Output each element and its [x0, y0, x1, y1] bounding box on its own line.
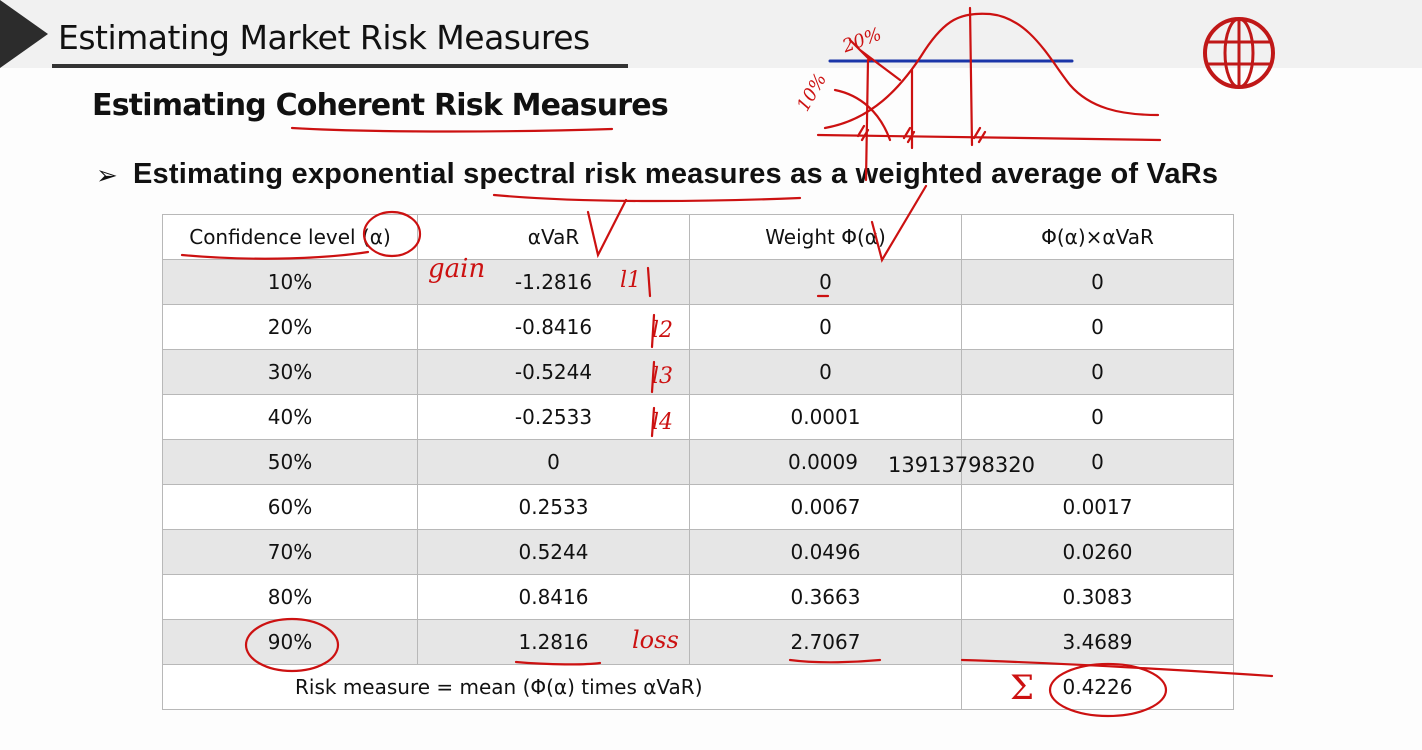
cell-product: 0 [961, 304, 1234, 350]
cell-weight: 0 [689, 304, 962, 350]
table-row: 20% -0.8416 0 0 [162, 304, 1234, 350]
cell-product: 0 [961, 349, 1234, 395]
table-row: 50% 0 0.0009 0 [162, 439, 1234, 485]
table-row: 30% -0.5244 0 0 [162, 349, 1234, 395]
annotation-l4: l4 [652, 410, 674, 435]
annotation-loss: loss [632, 626, 679, 654]
table-row: 40% -0.2533 0.0001 0 [162, 394, 1234, 440]
cell-product: 0.0017 [961, 484, 1234, 530]
bullet-arrow-icon: ➢ [96, 160, 118, 190]
cell-weight: 0.0067 [689, 484, 962, 530]
var-weights-table: Confidence level (α) αVaR Weight Φ(α) Φ(… [162, 214, 1234, 710]
header-product: Φ(α)×αVaR [961, 214, 1234, 260]
cell-product: 3.4689 [961, 619, 1234, 665]
table-row: 70% 0.5244 0.0496 0.0260 [162, 529, 1234, 575]
cell-confidence: 70% [162, 529, 418, 575]
header-weight: Weight Φ(α) [689, 214, 962, 260]
underline-coherent-risk [290, 126, 614, 133]
annotation-sketch-10: 10% [792, 69, 832, 116]
header-confidence-level: Confidence level (α) [162, 214, 418, 260]
cell-product: 0 [961, 439, 1234, 485]
cell-confidence: 90% [162, 619, 418, 665]
risk-measure-label: Risk measure = mean (Φ(α) times αVaR) [162, 664, 962, 710]
cell-confidence: 30% [162, 349, 418, 395]
cell-avar: 0.2533 [417, 484, 690, 530]
annotation-l2: l2 [652, 318, 674, 343]
annotation-l1: l1 [620, 268, 642, 293]
cell-confidence: 10% [162, 259, 418, 305]
cell-product: 0.0260 [961, 529, 1234, 575]
table-row: 90% 1.2816 2.7067 3.4689 [162, 619, 1234, 665]
table-row: 60% 0.2533 0.0067 0.0017 [162, 484, 1234, 530]
cell-avar: -0.8416 [417, 304, 690, 350]
bullet-text: Estimating exponential spectral risk mea… [133, 158, 1219, 190]
cell-weight: 0 [689, 349, 962, 395]
cell-avar: 0.5244 [417, 529, 690, 575]
cell-avar: -0.5244 [417, 349, 690, 395]
cell-avar: -0.2533 [417, 394, 690, 440]
cell-confidence: 20% [162, 304, 418, 350]
cell-confidence: 50% [162, 439, 418, 485]
cell-product: 0 [961, 259, 1234, 305]
cell-avar: 0.8416 [417, 574, 690, 620]
cell-avar: 1.2816 [417, 619, 690, 665]
table-row: 80% 0.8416 0.3663 0.3083 [162, 574, 1234, 620]
cell-product: 0 [961, 394, 1234, 440]
logo-seal [1203, 17, 1275, 89]
header-band [0, 0, 1422, 68]
cell-confidence: 80% [162, 574, 418, 620]
header-underline [52, 64, 628, 68]
cell-weight: 0.3663 [689, 574, 962, 620]
header-arrow-icon [0, 0, 48, 68]
cell-confidence: 60% [162, 484, 418, 530]
underline-spectral [492, 193, 802, 203]
table-footer-row: Risk measure = mean (Φ(α) times αVaR) 0.… [162, 664, 1234, 710]
annotation-gain: gain [428, 254, 486, 284]
header-avar: αVaR [417, 214, 690, 260]
cell-product: 0.3083 [961, 574, 1234, 620]
watermark-phone-number: 13913798320 [888, 453, 1035, 477]
table-row: 10% -1.2816 0 0 [162, 259, 1234, 305]
cell-avar: 0 [417, 439, 690, 485]
cell-confidence: 40% [162, 394, 418, 440]
cell-weight: 0.0001 [689, 394, 962, 440]
slide-subtitle: Estimating Coherent Risk Measures [92, 88, 669, 123]
risk-measure-value: 0.4226 [961, 664, 1234, 710]
annotation-l3: l3 [652, 364, 674, 389]
header-title: Estimating Market Risk Measures [58, 18, 590, 57]
table-header-row: Confidence level (α) αVaR Weight Φ(α) Φ(… [162, 214, 1234, 260]
sigma-symbol: Σ [1010, 668, 1035, 708]
cell-weight: 2.7067 [689, 619, 962, 665]
sketch-weight-curve [833, 88, 892, 142]
cell-weight: 0 [689, 259, 962, 305]
sketch-axis [816, 133, 1162, 142]
cell-weight: 0.0496 [689, 529, 962, 575]
